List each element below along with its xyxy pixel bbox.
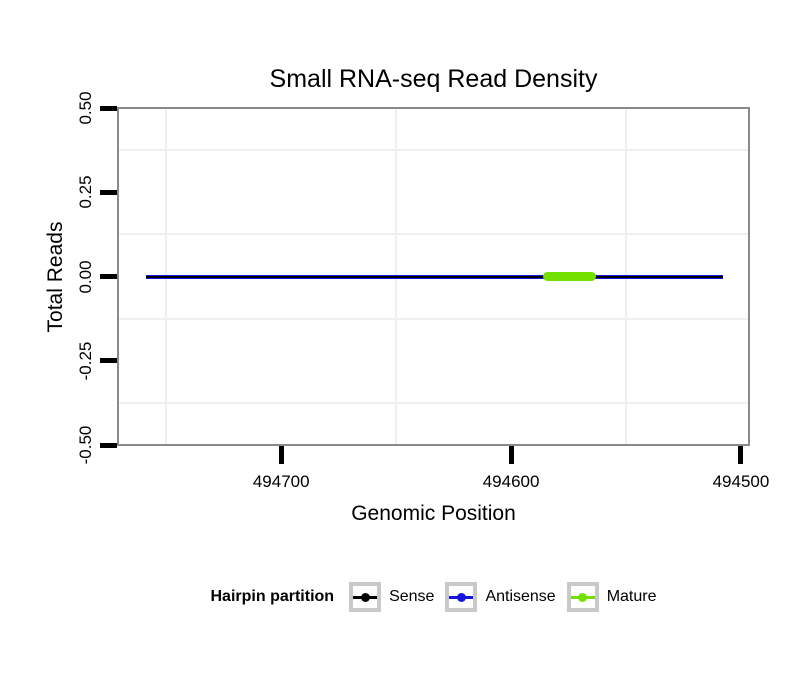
legend-title: Hairpin partition — [210, 588, 335, 605]
minor-gridline-y — [119, 149, 748, 152]
x-tick — [278, 446, 284, 464]
x-tick — [738, 446, 744, 464]
y-tick-label: -0.50 — [76, 425, 95, 465]
legend-label: Sense — [389, 588, 435, 605]
y-tick — [100, 189, 117, 195]
series-segment-sense — [145, 275, 723, 278]
y-tick — [100, 274, 117, 279]
x-axis-title: Genomic Position — [351, 502, 516, 525]
legend-key-mature — [566, 582, 599, 612]
y-tick-label: 0.25 — [76, 175, 95, 209]
chart-title: Small RNA-seq Read Density — [269, 65, 598, 93]
x-tick-label: 494700 — [252, 472, 310, 491]
legend-entry-sense: Sense — [349, 582, 434, 612]
y-tick — [100, 105, 117, 111]
legend-key-sense — [349, 582, 382, 612]
y-tick-label: 0.50 — [76, 91, 95, 125]
minor-gridline-y — [119, 317, 748, 320]
legend-entry-mature: Mature — [566, 582, 657, 612]
y-axis-title: Total Reads — [44, 221, 67, 333]
legend-label: Antisense — [485, 588, 556, 605]
legend: Hairpin partition Sense Antisense Mature — [117, 581, 750, 613]
legend-key-antisense — [445, 582, 478, 612]
x-tick — [508, 446, 514, 464]
x-tick-label: 494600 — [482, 472, 540, 491]
minor-gridline-y — [119, 401, 748, 404]
legend-key-dot-icon — [578, 592, 588, 602]
y-tick-label: -0.25 — [76, 341, 95, 381]
y-tick — [100, 442, 117, 448]
x-tick-label: 494500 — [712, 472, 770, 491]
series-segment-mature — [543, 272, 597, 281]
legend-key-dot-icon — [456, 592, 466, 602]
y-tick — [100, 358, 117, 364]
plot-panel — [117, 107, 750, 446]
y-tick-label: 0.00 — [76, 259, 95, 294]
legend-entries: Sense Antisense Mature — [349, 582, 657, 612]
legend-label: Mature — [606, 588, 657, 605]
minor-gridline-y — [119, 233, 748, 236]
legend-entry-antisense: Antisense — [445, 582, 556, 612]
legend-key-dot-icon — [360, 592, 370, 602]
